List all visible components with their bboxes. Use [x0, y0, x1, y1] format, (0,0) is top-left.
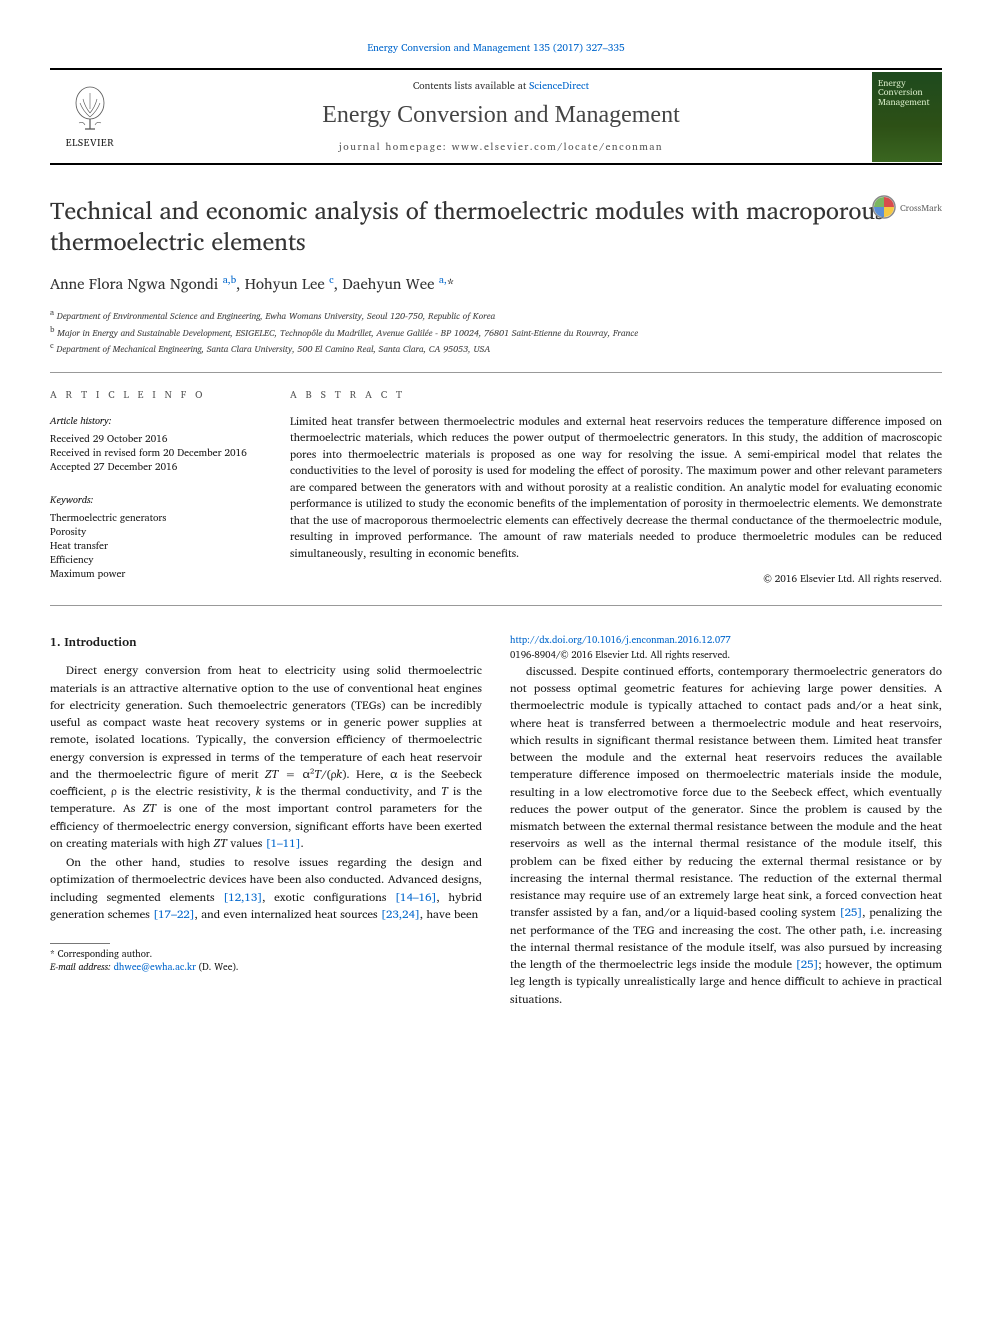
footnote-rule [50, 943, 110, 944]
cite-25-a[interactable]: [25] [840, 903, 863, 922]
elsevier-tree-icon [65, 83, 115, 133]
cite-23-24[interactable]: [23,24] [381, 905, 420, 924]
sciencedirect-link[interactable]: ScienceDirect [529, 78, 589, 94]
email-label: E-mail address: [50, 960, 114, 975]
doi-block: http://dx.doi.org/10.1016/j.enconman.201… [510, 634, 942, 663]
cover-title: Energy Conversion Management [878, 78, 936, 108]
paragraph-1: Direct energy conversion from heat to el… [50, 662, 482, 852]
corresponding-author-footnote: * Corresponding author. E-mail address: … [50, 943, 482, 975]
keyword: Efficiency [50, 553, 260, 567]
cite-25-b[interactable]: [25] [796, 955, 819, 974]
p1-tail: . [301, 834, 304, 853]
article-body: 1. Introduction Direct energy conversion… [50, 634, 942, 1008]
article-title: Technical and economic analysis of therm… [50, 195, 942, 257]
cite-14-16[interactable]: [14–16] [395, 888, 436, 907]
section-1-heading: 1. Introduction [50, 634, 482, 652]
history-line: Accepted 27 December 2016 [50, 460, 260, 474]
keyword: Maximum power [50, 567, 260, 581]
history-label: Article history: [50, 413, 260, 429]
abstract-text: Limited heat transfer between thermoelec… [290, 413, 942, 562]
affiliations: a Department of Environmental Science an… [50, 306, 942, 356]
history-line: Received 29 October 2016 [50, 432, 260, 446]
history-line: Received in revised form 20 December 201… [50, 446, 260, 460]
crossmark-icon [872, 195, 896, 219]
homepage-prefix: journal homepage: [339, 139, 452, 155]
article-meta: A R T I C L E I N F O Article history: R… [50, 372, 942, 607]
abstract-block: A B S T R A C T Limited heat transfer be… [290, 387, 942, 588]
issn-line: 0196-8904/© 2016 Elsevier Ltd. All right… [510, 649, 942, 663]
p3a: discussed. Despite continued efforts, co… [510, 662, 942, 923]
homepage-url[interactable]: www.elsevier.com/locate/enconman [452, 139, 663, 155]
journal-cover-thumbnail[interactable]: Energy Conversion Management [872, 72, 942, 162]
paragraph-3: discussed. Despite continued efforts, co… [510, 663, 942, 1008]
contents-prefix: Contents lists available at [413, 78, 529, 94]
corr-author: * Corresponding author. [50, 948, 482, 961]
journal-header: ELSEVIER Contents lists available at Sci… [50, 68, 942, 165]
abstract-heading: A B S T R A C T [290, 387, 942, 403]
elsevier-name: ELSEVIER [66, 135, 114, 151]
journal-reference[interactable]: Energy Conversion and Management 135 (20… [50, 40, 942, 56]
article-info-heading: A R T I C L E I N F O [50, 387, 260, 403]
keyword: Thermoelectric generators [50, 511, 260, 525]
keywords-label: Keywords: [50, 492, 260, 508]
email-who: (D. Wee). [196, 960, 239, 975]
elsevier-logo[interactable]: ELSEVIER [50, 72, 130, 162]
article-header: CrossMark Technical and economic analysi… [50, 195, 942, 356]
paragraph-2: On the other hand, studies to resolve is… [50, 854, 482, 923]
crossmark-badge[interactable]: CrossMark [872, 195, 942, 219]
p1-text: Direct energy conversion from heat to el… [50, 661, 482, 853]
p2e: , have been [420, 905, 478, 924]
authors: Anne Flora Ngwa Ngondi a,b, Hohyun Lee c… [50, 271, 942, 296]
corr-email-line: E-mail address: dhwee@ewha.ac.kr (D. Wee… [50, 961, 482, 974]
article-info: A R T I C L E I N F O Article history: R… [50, 387, 260, 588]
crossmark-label: CrossMark [900, 200, 942, 215]
journal-name: Energy Conversion and Management [142, 102, 860, 129]
doi-link[interactable]: http://dx.doi.org/10.1016/j.enconman.201… [510, 633, 731, 648]
affiliation: a Department of Environmental Science an… [50, 306, 942, 323]
page: Energy Conversion and Management 135 (20… [0, 0, 992, 1048]
keyword: Porosity [50, 525, 260, 539]
affiliation: b Major in Energy and Sustainable Develo… [50, 323, 942, 340]
cite-12-13[interactable]: [12,13] [223, 888, 262, 907]
keyword: Heat transfer [50, 539, 260, 553]
cite-1-11[interactable]: [1–11] [266, 834, 301, 853]
p2d: , and even internalized heat sources [195, 905, 381, 924]
header-center: Contents lists available at ScienceDirec… [130, 70, 872, 163]
p2b: , exotic configurations [262, 888, 395, 907]
cite-17-22[interactable]: [17–22] [153, 905, 194, 924]
contents-available: Contents lists available at ScienceDirec… [142, 78, 860, 94]
affiliation: c Department of Mechanical Engineering, … [50, 339, 942, 356]
corr-email[interactable]: dhwee@ewha.ac.kr [114, 960, 196, 975]
copyright: © 2016 Elsevier Ltd. All rights reserved… [290, 571, 942, 587]
journal-homepage: journal homepage: www.elsevier.com/locat… [142, 139, 860, 155]
